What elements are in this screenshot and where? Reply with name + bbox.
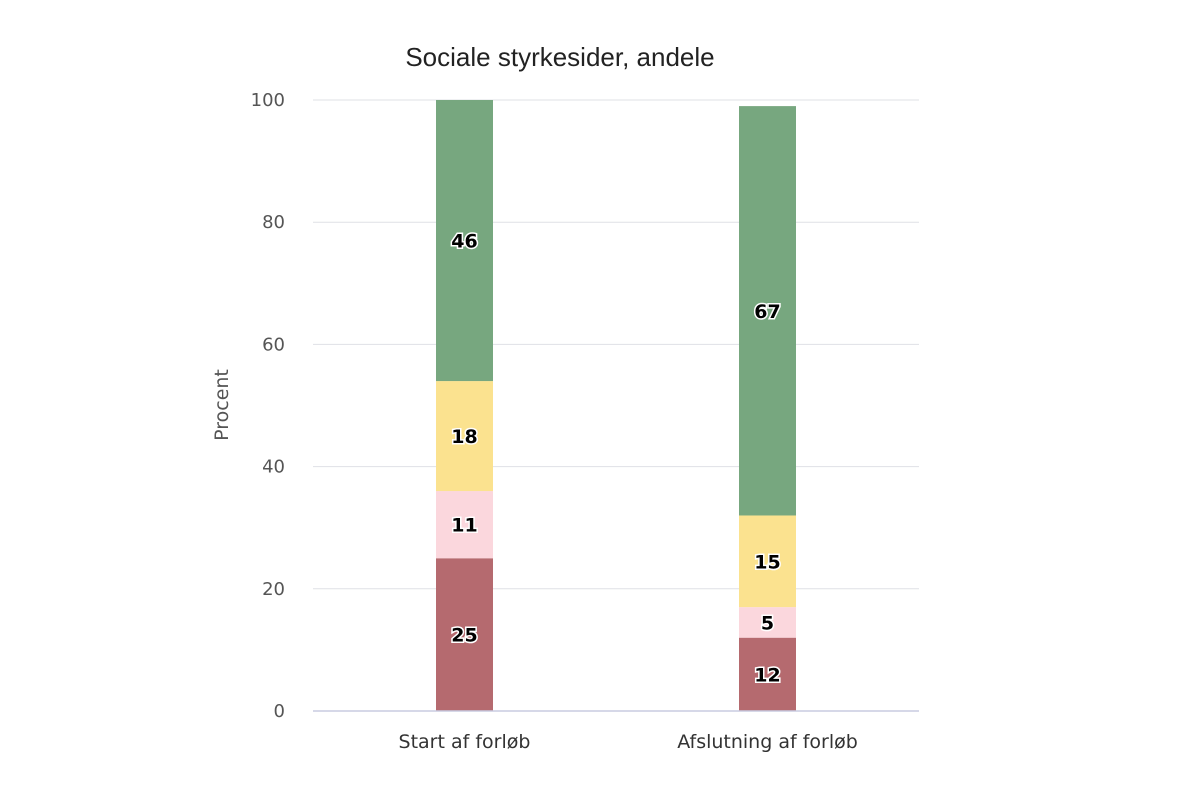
y-tick-label: 20 xyxy=(262,579,285,600)
y-tick-label: 100 xyxy=(251,90,285,111)
bar-segment xyxy=(739,637,796,711)
y-axis-title: Procent xyxy=(211,369,233,441)
y-tick-label: 40 xyxy=(262,457,285,478)
chart-title: Sociale styrkesider, andele xyxy=(405,42,714,72)
gridlines xyxy=(313,99,919,590)
x-category-label: Start af forløb xyxy=(399,731,531,753)
y-axis-ticks: 0 20 40 60 80 100 xyxy=(251,90,285,722)
data-label: 46 xyxy=(451,231,477,253)
data-label: 11 xyxy=(451,515,477,537)
bar-segment xyxy=(436,100,493,382)
data-label: 18 xyxy=(451,426,477,448)
y-tick-label: 60 xyxy=(262,334,285,355)
bar-segment xyxy=(436,558,493,711)
y-tick-label: 80 xyxy=(262,212,285,233)
bar-segment xyxy=(436,381,493,492)
data-labels: 25 11 18 46 12 5 15 67 xyxy=(450,229,782,688)
data-label: 25 xyxy=(451,625,477,647)
data-label: 15 xyxy=(754,551,780,573)
bar-segment xyxy=(436,491,493,559)
bar-segment xyxy=(739,607,796,638)
x-category-label: Afslutning af forløb xyxy=(677,731,858,753)
data-label: 5 xyxy=(761,612,774,634)
data-label: 12 xyxy=(754,664,780,686)
y-tick-label: 0 xyxy=(274,701,285,722)
data-label: 67 xyxy=(754,301,780,323)
bar-segment xyxy=(739,515,796,608)
bar-segment xyxy=(739,106,796,516)
x-axis-categories: Start af forløb Afslutning af forløb xyxy=(399,731,858,753)
bars xyxy=(436,100,796,711)
